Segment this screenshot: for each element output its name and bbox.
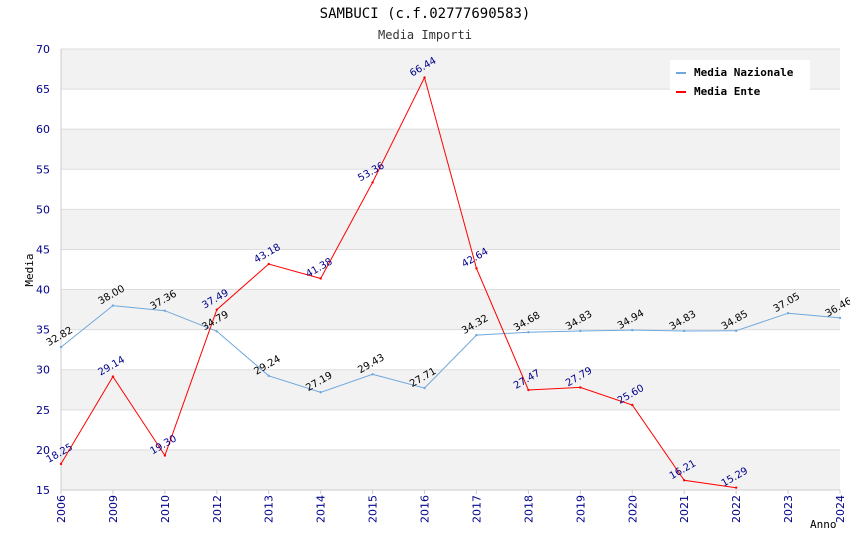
x-tick-label: 2009	[107, 495, 120, 523]
y-tick-label: 55	[36, 163, 50, 176]
series-lines	[59, 76, 842, 489]
y-tick-label: 60	[36, 123, 50, 136]
x-tick-label: 2024	[834, 495, 847, 523]
data-point	[631, 328, 634, 332]
plot-bands	[61, 49, 840, 490]
plot-band	[61, 209, 840, 250]
data-point	[111, 375, 115, 378]
x-axis-label: Anno	[810, 518, 837, 531]
data-point	[59, 345, 63, 349]
plot-band	[61, 369, 840, 410]
y-tick-label: 25	[36, 404, 50, 417]
x-tick-label: 2023	[782, 495, 795, 523]
x-tick-label: 2013	[263, 495, 276, 523]
y-tick-label: 70	[36, 43, 50, 56]
axes: 15 20 25 30 35 40 45 50 55 60 65 70 2006 2009 2010 2012…	[36, 43, 847, 523]
data-point	[267, 374, 270, 378]
data-point	[683, 479, 686, 482]
data-point	[734, 486, 738, 489]
y-axis-label: Media	[23, 253, 36, 286]
x-tick-label: 2021	[678, 495, 691, 523]
data-point	[111, 304, 115, 307]
x-tick-label: 2020	[626, 495, 639, 523]
x-tick-label: 2010	[159, 495, 172, 523]
x-tick-label: 2018	[522, 495, 535, 523]
data-point	[579, 386, 582, 389]
y-tick-label: 15	[36, 484, 50, 497]
data-point	[786, 311, 790, 315]
legend-entry: Media Nazionale	[694, 66, 794, 79]
data-point	[631, 403, 634, 407]
plot-band	[61, 449, 840, 490]
x-tick-label: 2012	[211, 495, 224, 523]
series-line-media-nazionale	[60, 305, 841, 393]
data-point	[163, 454, 167, 457]
data-point	[59, 462, 63, 466]
y-tick-label: 50	[36, 203, 50, 216]
legend-box	[670, 60, 810, 100]
data-point	[423, 386, 426, 390]
chart-title: SAMBUCI (c.f.02777690583)	[320, 6, 531, 22]
data-point	[371, 181, 374, 184]
data-point	[475, 267, 478, 270]
data-point	[527, 388, 530, 392]
y-tick-label: 40	[36, 284, 50, 297]
x-tick-label: 2006	[55, 495, 68, 523]
series-line-media-ente	[60, 76, 737, 489]
y-tick-label: 20	[36, 444, 50, 457]
data-point	[527, 331, 530, 334]
plot-band	[61, 129, 840, 170]
y-tick-label: 35	[36, 324, 50, 337]
data-point	[267, 262, 270, 266]
data-point	[215, 308, 218, 311]
data-point	[734, 329, 738, 333]
legend-entry: Media Ente	[694, 85, 761, 98]
data-point	[319, 391, 322, 394]
grid-lines	[61, 48, 840, 491]
data-label: 41.38	[304, 256, 334, 280]
y-tick-label: 30	[36, 364, 50, 377]
data-point	[215, 330, 218, 333]
x-tick-label: 2016	[419, 495, 432, 523]
plot-band	[61, 289, 840, 330]
x-tick-label: 2022	[730, 495, 743, 523]
data-point	[579, 329, 582, 333]
data-point	[838, 316, 842, 320]
legend: Media Nazionale Media Ente	[670, 60, 810, 100]
x-tick-label: 2017	[470, 495, 483, 523]
data-point	[163, 309, 167, 312]
data-point	[319, 277, 322, 280]
y-tick-label: 45	[36, 243, 50, 256]
chart-subtitle: Media Importi	[378, 28, 472, 42]
x-tick-label: 2014	[315, 495, 328, 523]
data-point	[423, 76, 426, 79]
data-point	[683, 329, 686, 333]
x-tick-label: 2015	[367, 495, 380, 523]
data-point	[371, 373, 374, 376]
y-tick-label: 65	[36, 83, 50, 96]
data-point	[475, 333, 478, 337]
x-tick-label: 2019	[574, 495, 587, 523]
